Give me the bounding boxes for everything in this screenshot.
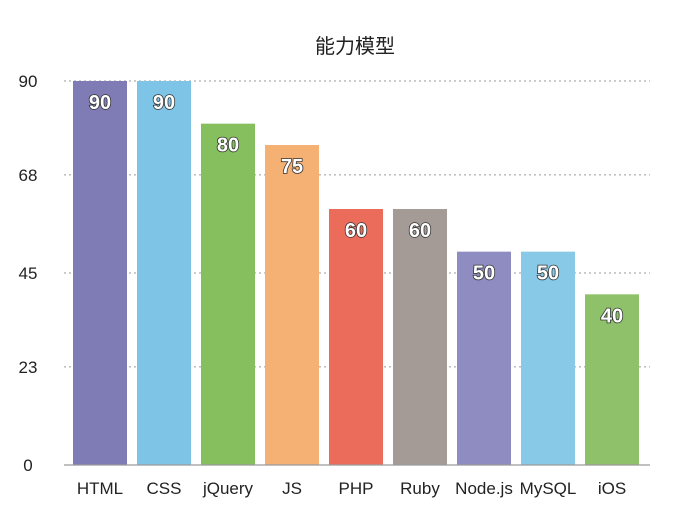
data-label: 50 — [537, 263, 559, 285]
x-tick-label: Ruby — [400, 479, 440, 498]
data-labels: 90 90 80 75 60 60 50 50 40 — [88, 91, 624, 328]
y-tick-label: 45 — [19, 264, 38, 283]
bar — [329, 209, 383, 465]
x-tick-label: MySQL — [520, 479, 577, 498]
bar — [393, 209, 447, 465]
bar — [137, 81, 191, 465]
data-label: 40 — [601, 305, 623, 327]
x-tick-label: JS — [282, 479, 302, 498]
x-tick-label: Node.js — [455, 479, 513, 498]
x-tick-label: iOS — [598, 479, 626, 498]
bar — [457, 251, 511, 465]
data-label: 60 — [409, 220, 431, 242]
chart-title: 能力模型 — [315, 34, 395, 58]
bars — [73, 81, 639, 466]
bar — [265, 145, 319, 465]
x-tick-label: HTML — [77, 479, 123, 498]
data-label: 90 — [153, 92, 175, 114]
y-axis-ticks: 0 23 45 68 90 — [19, 72, 38, 475]
data-label: 75 — [281, 156, 303, 178]
y-tick-label: 23 — [19, 358, 38, 377]
y-tick-label: 90 — [19, 72, 38, 91]
data-label: 80 — [217, 135, 239, 157]
bar — [73, 81, 127, 465]
data-label: 90 — [89, 92, 111, 114]
bar — [521, 251, 575, 465]
data-label: 50 — [473, 263, 495, 285]
x-tick-label: PHP — [339, 479, 374, 498]
bar — [201, 123, 255, 466]
data-label: 60 — [345, 220, 367, 242]
x-tick-label: jQuery — [202, 479, 254, 498]
x-tick-label: CSS — [147, 479, 182, 498]
y-tick-label: 68 — [19, 166, 38, 185]
bar — [585, 294, 639, 465]
y-tick-label: 0 — [23, 456, 32, 475]
x-axis-ticks: HTML CSS jQuery JS PHP Ruby Node.js MySQL iOS — [77, 479, 626, 498]
